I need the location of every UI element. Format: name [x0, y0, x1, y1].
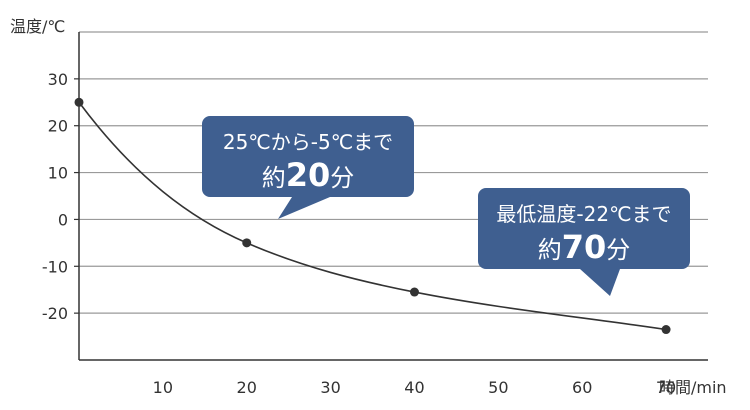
x-tick-label: 20 [237, 378, 257, 397]
data-point [74, 97, 84, 107]
x-tick-label: 40 [404, 378, 424, 397]
y-tick-label: 0 [58, 210, 68, 229]
x-tick-label: 60 [572, 378, 592, 397]
callout-1-line2: 約20分 [262, 156, 355, 194]
callout-20min: 25℃から-5℃まで 約20分 [202, 116, 414, 219]
data-point [409, 287, 419, 297]
data-point [242, 238, 252, 248]
x-tick-label: 10 [153, 378, 173, 397]
x-axis-title: 時間/min [659, 378, 727, 397]
data-point [661, 325, 671, 335]
x-tick-label: 30 [320, 378, 340, 397]
callout-2-line2: 約70分 [538, 228, 631, 266]
y-axis-title: 温度/℃ [10, 17, 65, 36]
x-tick-labels: 10 20 30 40 50 60 70 [153, 378, 677, 397]
y-tick-label: -20 [42, 304, 68, 323]
y-tick-label: -10 [42, 257, 68, 276]
y-tick-label: 30 [48, 70, 68, 89]
x-tick-label: 50 [488, 378, 508, 397]
callout-70min: 最低温度-22℃まで 約70分 [478, 188, 690, 296]
temperature-curve [78, 101, 667, 331]
callout-1-line1: 25℃から-5℃まで [223, 130, 393, 154]
callout-bubble-1 [202, 116, 414, 219]
callout-bubble-2 [478, 188, 690, 296]
y-tick-label: 10 [48, 164, 68, 183]
data-points [74, 97, 671, 335]
callout-2-line1: 最低温度-22℃まで [496, 202, 671, 226]
x-tick-label: 70 [656, 378, 676, 397]
y-tick-label: 20 [48, 117, 68, 136]
y-tick-labels: 30 20 10 0 -10 -20 [42, 70, 68, 323]
